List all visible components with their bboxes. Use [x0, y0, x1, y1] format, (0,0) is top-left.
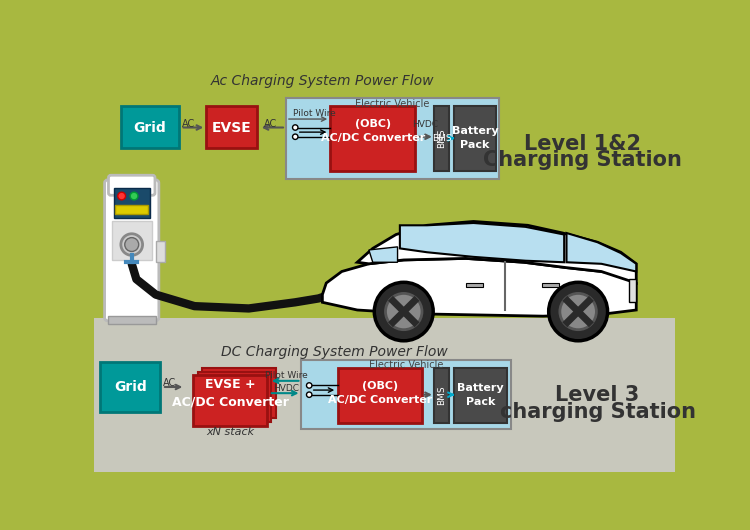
Bar [542, 283, 559, 287]
Text: Battery
Pack: Battery Pack [458, 383, 504, 407]
Text: Level 1&2: Level 1&2 [524, 135, 640, 154]
Bar [302, 360, 511, 429]
Bar [628, 279, 636, 302]
FancyBboxPatch shape [109, 175, 155, 195]
Text: xN stack: xN stack [206, 427, 254, 437]
Text: Ac Charging System Power Flow: Ac Charging System Power Flow [211, 74, 434, 87]
Text: Level 3: Level 3 [555, 385, 640, 405]
Bar [108, 316, 156, 324]
Bar [454, 368, 507, 423]
Text: BMS: BMS [437, 386, 446, 405]
Circle shape [130, 192, 138, 200]
Circle shape [124, 237, 139, 251]
Polygon shape [369, 247, 398, 262]
Circle shape [386, 294, 422, 330]
Text: EVSE +
AC/DC Converter: EVSE + AC/DC Converter [172, 378, 289, 409]
Bar [454, 106, 496, 171]
Bar [466, 283, 483, 287]
Text: Pilot Wire: Pilot Wire [293, 109, 336, 118]
Bar [100, 363, 160, 412]
Circle shape [307, 383, 312, 388]
Text: EVSE: EVSE [211, 120, 251, 135]
Bar [94, 317, 675, 472]
Text: Grid: Grid [114, 380, 146, 394]
Polygon shape [322, 259, 636, 316]
Text: BMS: BMS [432, 134, 451, 143]
Circle shape [118, 192, 125, 200]
Text: DC Charging System Power Flow: DC Charging System Power Flow [220, 346, 447, 359]
Bar [330, 106, 416, 171]
Bar [193, 375, 266, 426]
Bar [116, 205, 148, 214]
Bar [338, 368, 422, 423]
Circle shape [307, 392, 312, 398]
FancyBboxPatch shape [104, 180, 159, 321]
Circle shape [121, 234, 142, 255]
Text: HVDC: HVDC [412, 120, 438, 129]
Text: HVDC: HVDC [273, 384, 299, 393]
Text: AC: AC [264, 119, 277, 129]
Text: Electric Vehicle: Electric Vehicle [355, 99, 429, 109]
Text: charging Station: charging Station [500, 402, 695, 422]
Bar [112, 222, 152, 260]
Bar [156, 241, 165, 262]
Text: BMS: BMS [437, 128, 446, 148]
Bar [114, 188, 149, 218]
Circle shape [560, 294, 596, 330]
Polygon shape [400, 223, 564, 262]
Text: Electric Vehicle: Electric Vehicle [369, 360, 443, 370]
Circle shape [374, 282, 434, 341]
Polygon shape [357, 222, 636, 283]
Bar [434, 368, 449, 423]
Text: Grid: Grid [134, 120, 166, 135]
Text: AC: AC [182, 119, 195, 129]
Circle shape [292, 125, 298, 130]
Text: Battery
Pack: Battery Pack [452, 126, 498, 151]
Text: Charging Station: Charging Station [482, 150, 682, 170]
Text: AC: AC [163, 378, 176, 388]
Circle shape [292, 134, 298, 139]
Bar [434, 106, 449, 171]
Text: Pilot Wire: Pilot Wire [265, 371, 308, 380]
Bar [197, 372, 272, 422]
Bar [286, 98, 499, 179]
Bar [94, 64, 675, 317]
Bar [121, 106, 179, 148]
Text: (OBC)
AC/DC Converter: (OBC) AC/DC Converter [321, 119, 424, 143]
Polygon shape [566, 233, 636, 271]
Bar [206, 106, 256, 148]
Text: (OBC)
AC/DC Converter: (OBC) AC/DC Converter [328, 381, 432, 405]
Bar [202, 368, 276, 418]
Circle shape [549, 282, 608, 341]
